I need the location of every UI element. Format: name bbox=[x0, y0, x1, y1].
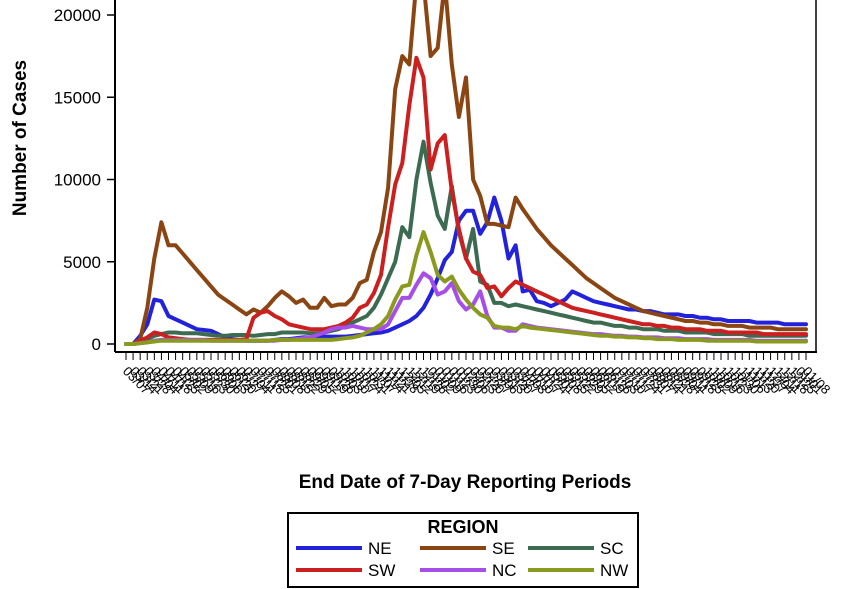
series-lines bbox=[124, 0, 808, 346]
y-tick-label: 15000 bbox=[54, 88, 101, 107]
series-line-nw bbox=[124, 230, 808, 346]
legend-label-sw: SW bbox=[368, 561, 395, 580]
y-axis-title: Number of Cases bbox=[10, 60, 31, 216]
y-tick-label: 5000 bbox=[63, 253, 101, 272]
y-tick-label: 20000 bbox=[54, 6, 101, 25]
legend-label-se: SE bbox=[492, 539, 515, 558]
legend-label-nc: NC bbox=[492, 561, 517, 580]
y-tick-label: 0 bbox=[92, 335, 101, 354]
legend-label-nw: NW bbox=[600, 561, 628, 580]
legend-title: REGION bbox=[427, 517, 498, 537]
series-line-se bbox=[124, 0, 808, 346]
legend-label-sc: SC bbox=[600, 539, 624, 558]
legend: REGION NE SE SC SW NC NW bbox=[287, 512, 639, 588]
x-axis: 03/0703/1403/2103/2804/0404/1104/1804/25… bbox=[120, 352, 833, 397]
legend-label-ne: NE bbox=[368, 539, 392, 558]
series-line-sc bbox=[124, 139, 808, 346]
x-axis-title: End Date of 7-Day Reporting Periods bbox=[299, 472, 632, 493]
y-axis: 0 5000 10000 15000 20000 bbox=[54, 6, 115, 354]
y-tick-label: 10000 bbox=[54, 171, 101, 190]
